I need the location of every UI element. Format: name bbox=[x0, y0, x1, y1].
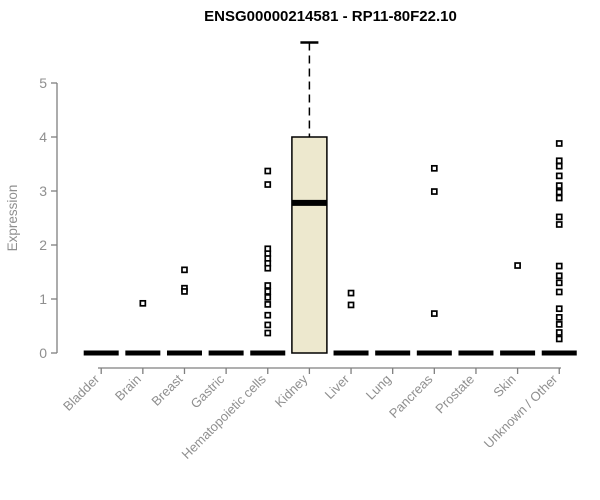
outlier-point bbox=[555, 182, 563, 189]
outlier-point bbox=[555, 314, 563, 321]
y-tick-label: 1 bbox=[39, 291, 47, 307]
outlier-point bbox=[555, 188, 563, 196]
outlier-point bbox=[264, 282, 272, 289]
outlier-point bbox=[347, 289, 355, 297]
outlier-point bbox=[264, 181, 272, 188]
outlier-point bbox=[264, 294, 272, 301]
outlier-point bbox=[181, 288, 188, 295]
outlier-point bbox=[430, 188, 438, 195]
outlier-point bbox=[264, 321, 272, 329]
outlier-point bbox=[514, 262, 521, 269]
outlier-point bbox=[555, 140, 563, 147]
x-tick-label: Pancreas bbox=[386, 371, 436, 421]
outlier-point bbox=[555, 262, 563, 270]
flat-box bbox=[416, 350, 452, 356]
y-tick-label: 5 bbox=[39, 75, 47, 91]
chart-title: ENSG00000214581 - RP11-80F22.10 bbox=[204, 8, 457, 25]
outlier-point bbox=[264, 329, 272, 337]
outlier-point bbox=[555, 162, 563, 170]
outlier-point bbox=[555, 329, 563, 336]
y-tick-label: 0 bbox=[39, 345, 47, 361]
flat-box bbox=[208, 350, 244, 356]
x-tick-label: Bladder bbox=[60, 371, 103, 414]
outlier-point bbox=[264, 301, 272, 308]
x-tick-label: Kidney bbox=[272, 371, 311, 410]
x-tick-label: Prostate bbox=[432, 372, 477, 417]
outlier-point bbox=[555, 272, 563, 280]
flat-box bbox=[83, 350, 119, 356]
y-tick-label: 4 bbox=[39, 129, 47, 145]
outlier-point bbox=[347, 301, 355, 309]
box bbox=[291, 136, 328, 354]
outlier-point bbox=[555, 221, 563, 228]
outlier-point bbox=[139, 299, 147, 307]
x-tick-label: Unknown / Other bbox=[481, 371, 561, 451]
outlier-point bbox=[555, 288, 563, 296]
outlier-point bbox=[555, 321, 563, 328]
flat-box bbox=[375, 350, 411, 356]
x-tick-label: Gastric bbox=[188, 371, 228, 411]
flat-box bbox=[125, 350, 161, 356]
flat-box bbox=[333, 350, 369, 356]
outlier-point bbox=[555, 305, 563, 313]
y-tick-label: 3 bbox=[39, 183, 47, 199]
outlier-point bbox=[264, 264, 272, 272]
flat-box bbox=[541, 350, 577, 356]
x-tick-label: Brain bbox=[112, 372, 144, 404]
outlier-point bbox=[430, 310, 438, 317]
outlier-point bbox=[264, 288, 272, 295]
outlier-point bbox=[555, 194, 563, 202]
flat-box bbox=[250, 350, 286, 356]
outlier-point bbox=[264, 311, 272, 319]
x-tick-label: Breast bbox=[148, 371, 185, 408]
outlier-point bbox=[555, 335, 563, 343]
outlier-point bbox=[555, 172, 563, 180]
median-line bbox=[291, 199, 327, 206]
outlier-point bbox=[181, 266, 188, 274]
outlier-point bbox=[555, 279, 563, 287]
flat-box bbox=[500, 350, 536, 356]
x-tick-label: Skin bbox=[490, 372, 518, 400]
x-tick-label: Liver bbox=[322, 371, 353, 402]
outlier-point bbox=[430, 164, 438, 172]
outlier-point bbox=[555, 213, 563, 221]
flat-box bbox=[166, 350, 202, 356]
x-tick-label: Lung bbox=[363, 372, 394, 403]
outlier-point bbox=[555, 157, 563, 165]
outlier-point bbox=[264, 167, 272, 175]
y-tick-label: 2 bbox=[39, 237, 47, 253]
flat-box bbox=[458, 350, 494, 356]
